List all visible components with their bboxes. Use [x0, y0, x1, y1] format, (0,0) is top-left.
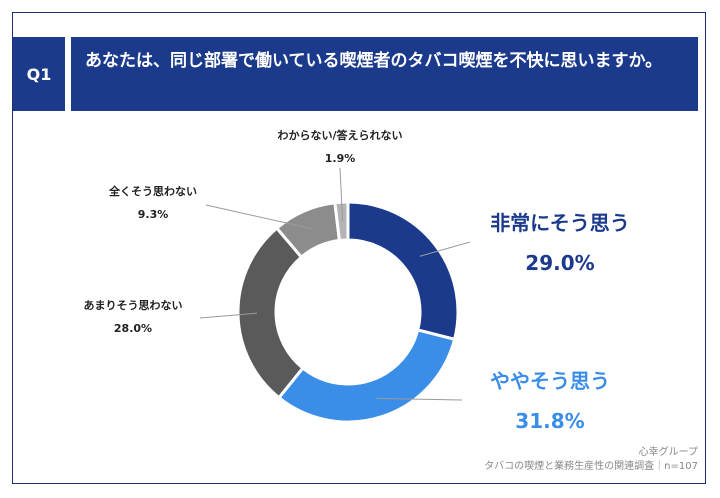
label-slice-4-name: わからない/答えられない [277, 129, 403, 142]
label-slice-1: ややそう思う 31.8% [460, 368, 640, 434]
label-slice-2-name: あまりそう思わない [83, 299, 183, 312]
leader-line-4 [339, 167, 344, 222]
donut-slice-1 [276, 328, 457, 424]
donut-slice-0 [346, 200, 460, 342]
leader-line-2 [199, 312, 258, 319]
leader-line-0 [419, 241, 471, 257]
label-slice-2: あまりそう思わない 28.0% [58, 298, 208, 337]
donut-slice-2 [236, 226, 305, 400]
header-divider [65, 37, 71, 111]
label-slice-1-name: ややそう思う [490, 369, 610, 393]
leader-lines [199, 167, 471, 401]
label-slice-3-name: 全くそう思わない [109, 185, 197, 198]
leader-line-1 [376, 397, 463, 401]
label-slice-3: 全くそう思わない 9.3% [78, 184, 228, 223]
donut-slices [236, 200, 460, 424]
footer: 心幸グループ タバコの喫煙と業務生産性の関連調査｜n=107 [484, 446, 698, 474]
question-number: Q1 [13, 37, 65, 111]
label-slice-2-value: 28.0% [113, 322, 153, 335]
label-slice-1-value: 31.8% [515, 409, 585, 433]
label-slice-0: 非常にそう思う 29.0% [470, 210, 650, 276]
label-slice-3-value: 9.3% [137, 208, 169, 221]
footer-source: タバコの喫煙と業務生産性の関連調査｜n=107 [484, 461, 698, 472]
leader-line-3 [205, 204, 312, 230]
label-slice-0-name: 非常にそう思う [490, 211, 630, 235]
question-text: あなたは、同じ部署で働いている喫煙者のタバコ喫煙を不快に思いますか。 [63, 37, 698, 111]
donut-slice-4 [333, 200, 350, 243]
label-slice-4: わからない/答えられない 1.9% [250, 128, 430, 167]
label-slice-4-value: 1.9% [324, 152, 356, 165]
footer-brand: 心幸グループ [638, 447, 698, 458]
label-slice-0-value: 29.0% [525, 251, 595, 275]
